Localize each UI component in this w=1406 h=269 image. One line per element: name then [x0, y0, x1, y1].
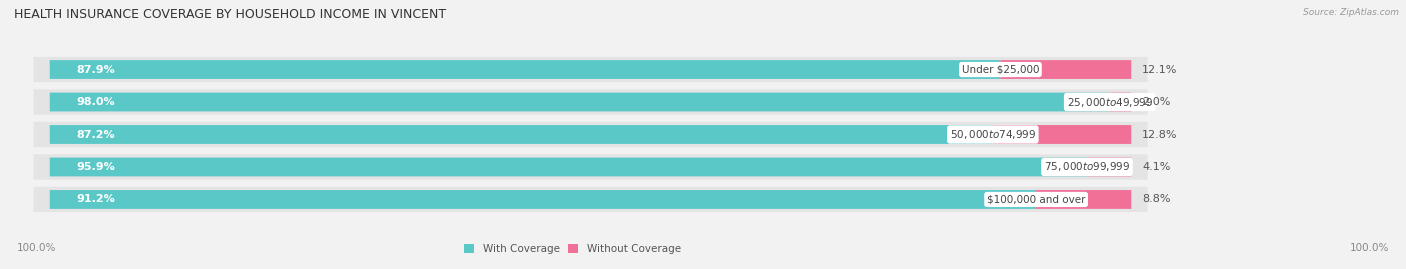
- FancyBboxPatch shape: [1001, 60, 1132, 79]
- Text: 100.0%: 100.0%: [17, 243, 56, 253]
- FancyBboxPatch shape: [34, 187, 1147, 212]
- Text: 12.1%: 12.1%: [1142, 65, 1177, 75]
- Text: 95.9%: 95.9%: [77, 162, 115, 172]
- Text: 8.8%: 8.8%: [1142, 194, 1171, 204]
- Text: 12.8%: 12.8%: [1142, 129, 1178, 140]
- FancyBboxPatch shape: [993, 125, 1132, 144]
- Text: $50,000 to $74,999: $50,000 to $74,999: [949, 128, 1036, 141]
- FancyBboxPatch shape: [34, 154, 1147, 180]
- Text: Source: ZipAtlas.com: Source: ZipAtlas.com: [1303, 8, 1399, 17]
- Text: 87.2%: 87.2%: [77, 129, 115, 140]
- FancyBboxPatch shape: [49, 93, 1109, 111]
- Text: $100,000 and over: $100,000 and over: [987, 194, 1085, 204]
- FancyBboxPatch shape: [49, 125, 993, 144]
- Text: $25,000 to $49,999: $25,000 to $49,999: [1067, 95, 1153, 108]
- Text: 100.0%: 100.0%: [1350, 243, 1389, 253]
- FancyBboxPatch shape: [1087, 158, 1132, 176]
- Text: HEALTH INSURANCE COVERAGE BY HOUSEHOLD INCOME IN VINCENT: HEALTH INSURANCE COVERAGE BY HOUSEHOLD I…: [14, 8, 446, 21]
- FancyBboxPatch shape: [49, 190, 1036, 209]
- Text: 4.1%: 4.1%: [1142, 162, 1170, 172]
- FancyBboxPatch shape: [1109, 93, 1132, 111]
- Legend: With Coverage, Without Coverage: With Coverage, Without Coverage: [460, 240, 685, 259]
- FancyBboxPatch shape: [49, 158, 1087, 176]
- Text: Under $25,000: Under $25,000: [962, 65, 1039, 75]
- FancyBboxPatch shape: [34, 57, 1147, 82]
- Text: $75,000 to $99,999: $75,000 to $99,999: [1043, 161, 1130, 174]
- FancyBboxPatch shape: [34, 89, 1147, 115]
- Text: 91.2%: 91.2%: [77, 194, 115, 204]
- FancyBboxPatch shape: [34, 122, 1147, 147]
- Text: 87.9%: 87.9%: [77, 65, 115, 75]
- FancyBboxPatch shape: [49, 60, 1001, 79]
- Text: 98.0%: 98.0%: [77, 97, 115, 107]
- Text: 2.0%: 2.0%: [1142, 97, 1170, 107]
- FancyBboxPatch shape: [1036, 190, 1132, 209]
